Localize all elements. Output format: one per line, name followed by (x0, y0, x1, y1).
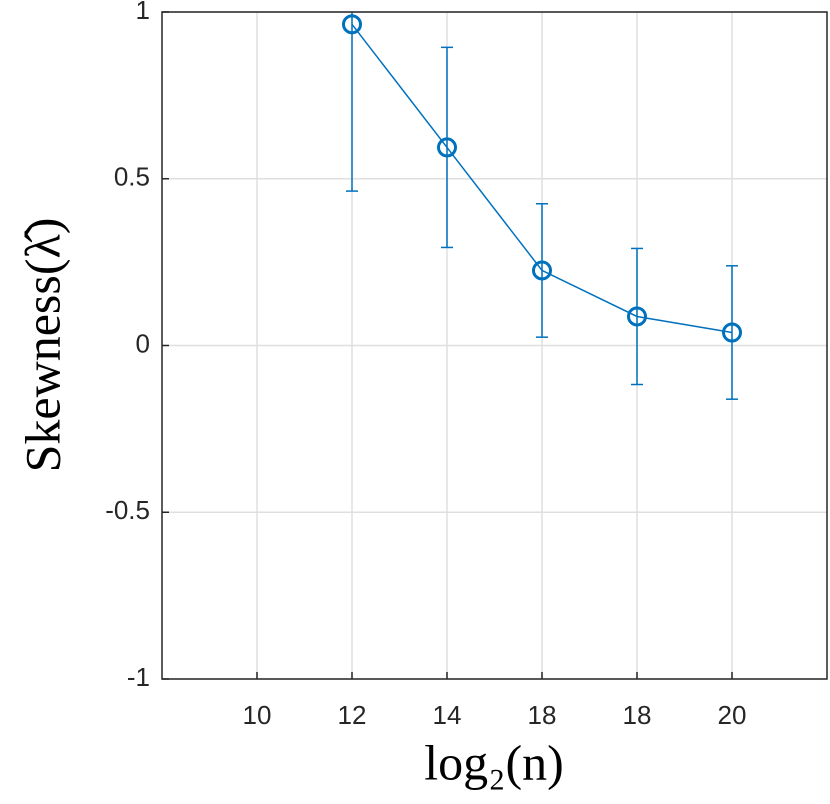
y-tick-label: 1 (136, 0, 150, 25)
x-tick-label: 10 (243, 700, 272, 730)
x-tick-label: 14 (433, 700, 462, 730)
error-bar (726, 265, 738, 400)
y-tick-label: 0 (136, 328, 150, 358)
marker (627, 306, 647, 327)
error-bar (346, 12, 358, 192)
error-bar (536, 203, 548, 338)
marker (437, 137, 457, 158)
marker (342, 14, 362, 35)
y-axis-label: Skewness(λ̂) (14, 218, 70, 473)
marker (722, 322, 742, 343)
y-tick-label: -1 (127, 662, 150, 692)
x-tick-label: 18 (623, 700, 652, 730)
marks (342, 12, 742, 400)
marker (532, 260, 552, 281)
x-tick-label: 20 (718, 700, 747, 730)
x-tick-label: 12 (338, 700, 367, 730)
y-tick-label: 0.5 (114, 162, 150, 192)
error-bar (631, 247, 643, 386)
x-tick-label: 18 (528, 700, 557, 730)
y-tick-label: -0.5 (105, 495, 150, 525)
error-bar (441, 46, 453, 249)
x-axis-label: log₂(n) (424, 734, 564, 790)
